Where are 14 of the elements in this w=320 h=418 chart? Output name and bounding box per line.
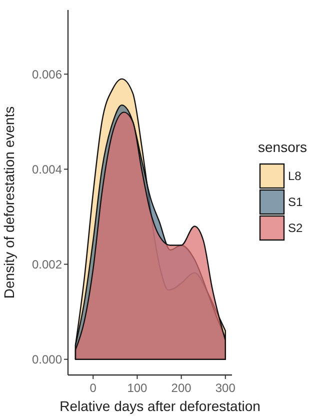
y-tick-label: 0.002 <box>32 257 62 272</box>
legend-label: L8 <box>288 169 302 184</box>
y-tick-label: 0.004 <box>32 162 62 176</box>
x-tick-label: 0 <box>90 381 97 395</box>
x-tick-label: 200 <box>171 381 192 395</box>
x-tick-label: 300 <box>215 381 236 395</box>
y-tick-label: 0.000 <box>32 352 62 367</box>
x-axis-title: Relative days after deforestation <box>60 398 260 414</box>
legend-label: S2 <box>288 221 304 236</box>
legend-label: S1 <box>288 195 304 210</box>
x-tick-label: 100 <box>127 381 148 395</box>
y-axis-title: Density of deforestation events <box>1 106 17 299</box>
y-tick-label: 0.006 <box>32 67 62 82</box>
legend-title: sensors <box>258 139 308 155</box>
